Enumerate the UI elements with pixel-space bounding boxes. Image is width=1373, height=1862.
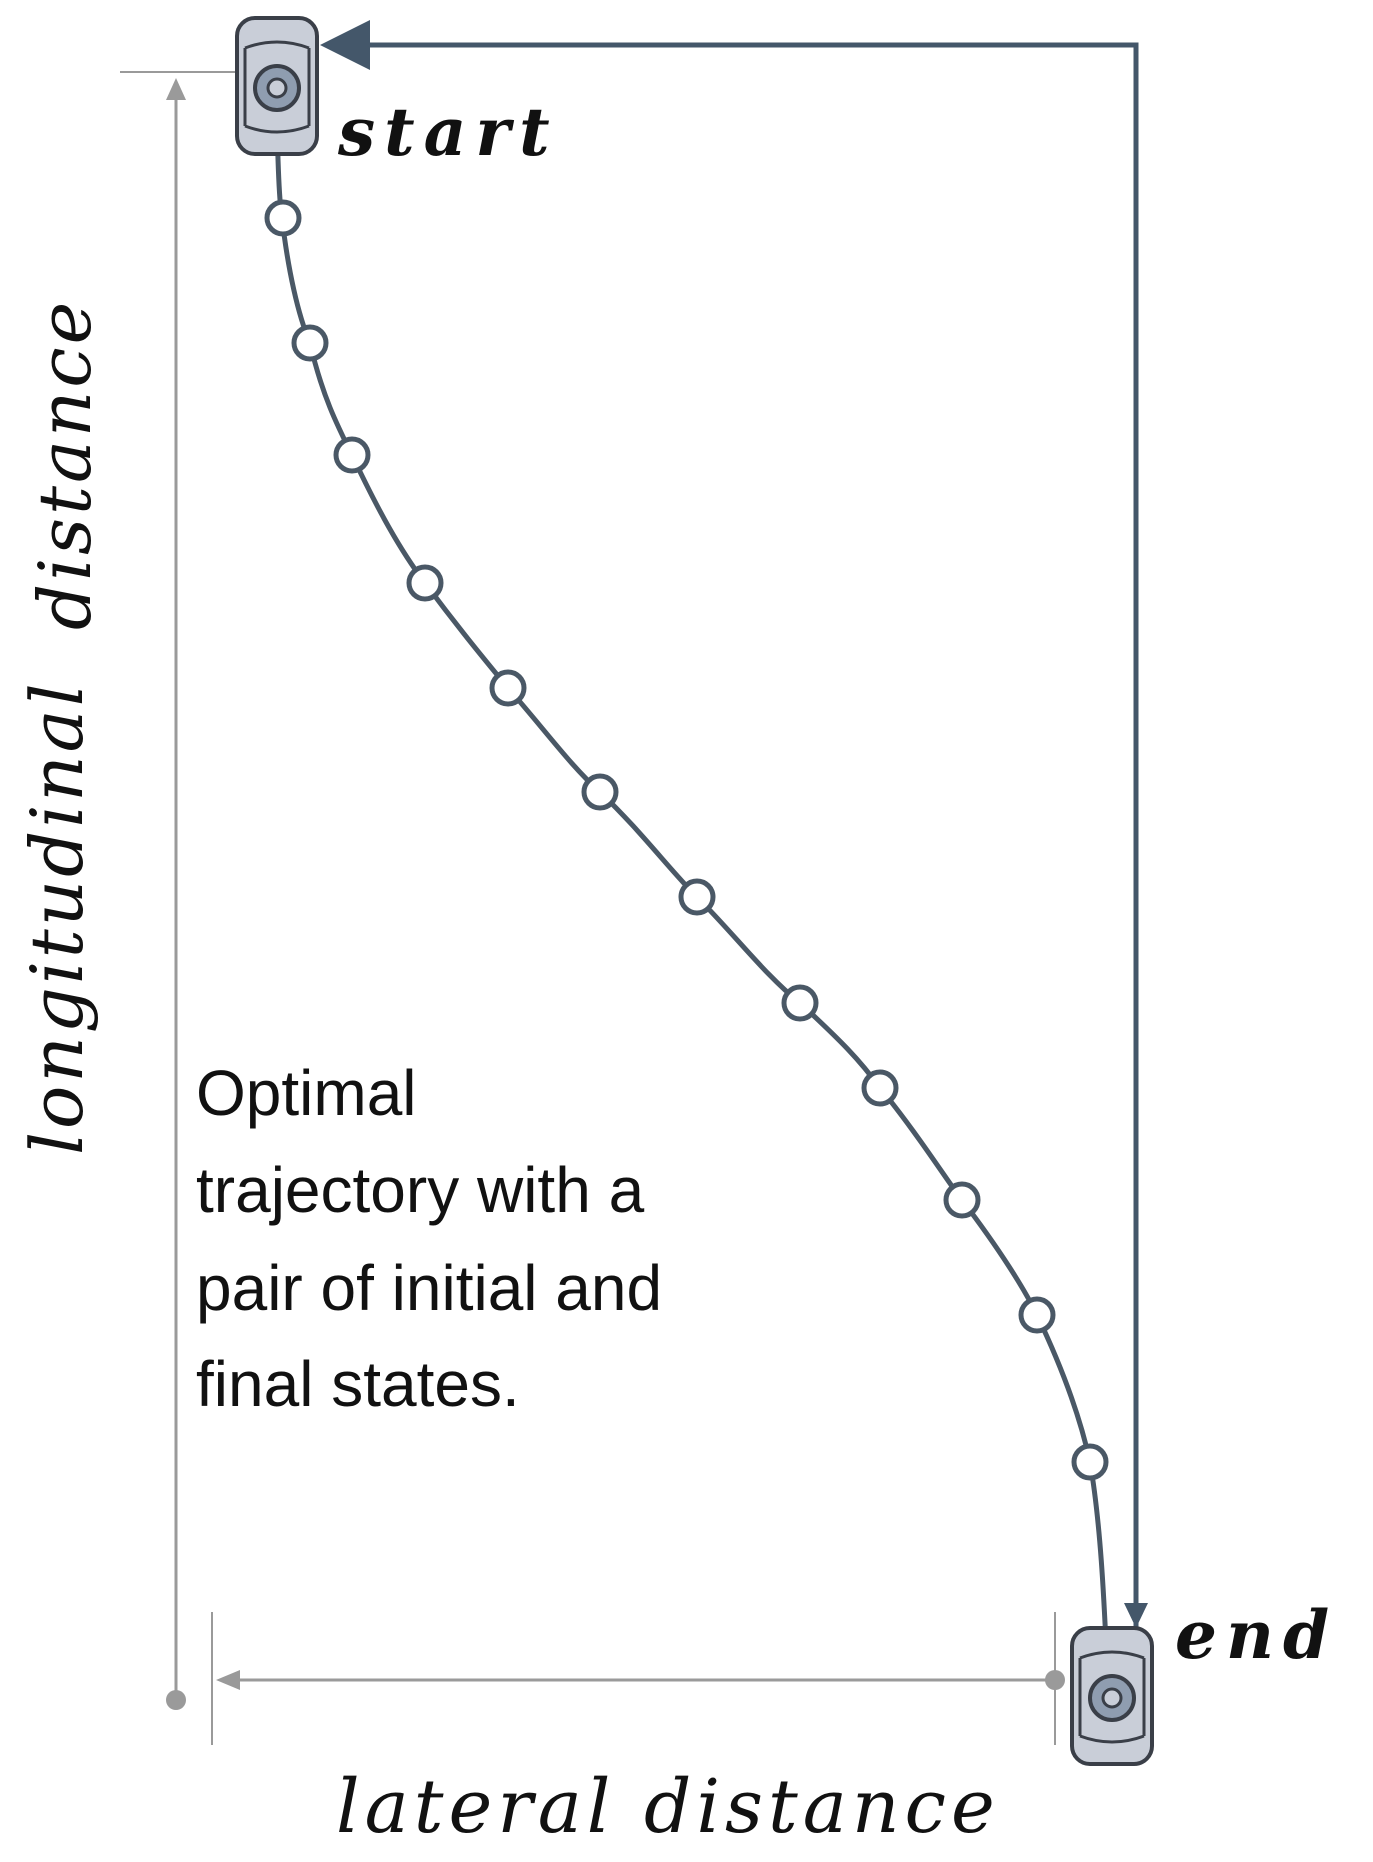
- trajectory-point: [861, 1069, 899, 1107]
- lateral-distance-label: lateral distance: [336, 1764, 1000, 1850]
- trajectory-points: [264, 199, 1109, 1481]
- start-car-icon: [235, 16, 319, 156]
- caption-line-1: Optimal: [196, 1057, 417, 1129]
- trajectory-point: [678, 878, 716, 916]
- end-car-icon: [1070, 1626, 1154, 1766]
- caption-line-3: pair of initial and: [196, 1252, 662, 1324]
- return-arrow-down-head: [1124, 1603, 1148, 1628]
- trajectory-point: [489, 669, 527, 707]
- lateral-dimension-arrowhead: [216, 1670, 240, 1690]
- longitudinal-label: longitudinal: [15, 680, 99, 1155]
- trajectory-point: [291, 324, 329, 362]
- trajectory-point: [943, 1181, 981, 1219]
- start-label: start: [337, 93, 559, 171]
- lateral-dimension-dot: [1045, 1670, 1065, 1690]
- return-arrow: [320, 20, 1139, 1648]
- caption-line-4: final states.: [196, 1348, 520, 1420]
- caption-line-2: trajectory with a: [196, 1154, 645, 1226]
- trajectory-point: [1018, 1296, 1056, 1334]
- trajectory-point: [581, 773, 619, 811]
- trajectory-point: [406, 564, 444, 602]
- longitudinal-dimension-arrowhead: [166, 78, 186, 100]
- vertical-distance-label: distance: [23, 299, 107, 630]
- longitudinal-dimension-dot: [166, 1690, 186, 1710]
- end-label: end: [1175, 1596, 1338, 1674]
- trajectory-point: [781, 984, 819, 1022]
- trajectory-point: [1071, 1443, 1109, 1481]
- trajectory-point: [264, 199, 302, 237]
- trajectory-point: [333, 436, 371, 474]
